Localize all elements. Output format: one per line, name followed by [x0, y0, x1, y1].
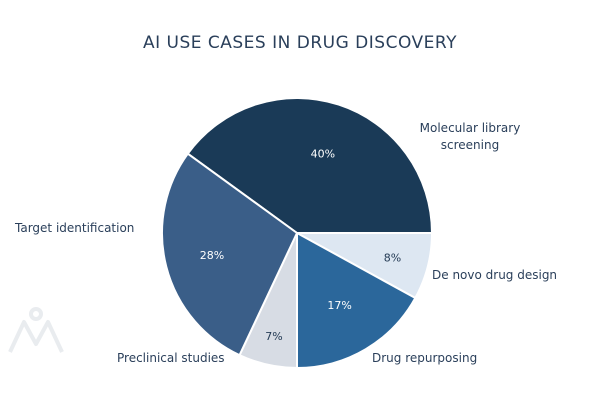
- pie-percent-label: 17%: [327, 299, 351, 312]
- watermark-logo-icon: [8, 307, 64, 353]
- pie-category-label: Drug repurposing: [372, 351, 477, 365]
- pie-category-label: Molecular library screening: [420, 121, 521, 152]
- pie-category-label: Target identification: [14, 221, 134, 235]
- pie-percent-label: 8%: [384, 252, 401, 265]
- chart-title: AI USE CASES IN DRUG DISCOVERY: [142, 33, 458, 53]
- pie-category-label: Preclinical studies: [117, 351, 225, 365]
- pie-percent-label: 40%: [311, 147, 335, 160]
- pie-slice-target-identification: [161, 152, 298, 357]
- pie-slice-molecular-library-screening: [186, 97, 433, 234]
- pie-percent-label: 7%: [265, 330, 282, 343]
- pie-category-label: De novo drug design: [432, 268, 557, 282]
- pie-percent-label: 28%: [200, 249, 224, 262]
- pie-slice-drug-repurposing: [296, 232, 417, 369]
